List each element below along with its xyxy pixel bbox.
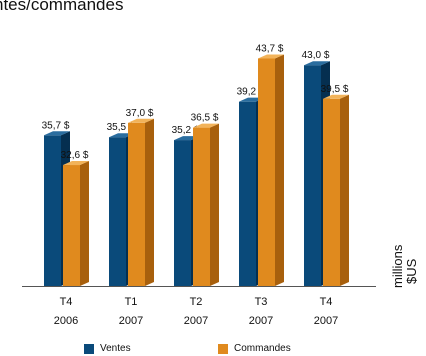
bar-commandes-0 <box>63 165 80 286</box>
x-tick-label-0-line1: T4 <box>60 296 73 308</box>
bar-side-commandes-1 <box>145 118 154 286</box>
bar-top-commandes-2 <box>193 123 219 128</box>
legend-ventes: Ventes <box>84 343 131 354</box>
bar-top-ventes-0 <box>44 131 70 136</box>
bar-ventes-2 <box>174 140 191 286</box>
bar-ventes-0 <box>44 135 61 286</box>
data-label-ventes-4: 43,0 $ <box>302 50 330 61</box>
bar-ventes-1 <box>109 137 126 286</box>
x-tick-label-1-line2: 2007 <box>119 315 143 327</box>
bar-top-commandes-1 <box>128 118 154 123</box>
legend-label-commandes: Commandes <box>234 343 291 354</box>
x-tick-label-4-line2: 2007 <box>314 315 338 327</box>
data-label-commandes-4: 39,5 $ <box>321 84 349 95</box>
bar-side-commandes-0 <box>80 161 89 286</box>
data-label-commandes-0: 32,6 $ <box>61 150 89 161</box>
bar-ventes-4 <box>304 65 321 286</box>
data-label-ventes-3: 39,2 $ <box>237 87 265 98</box>
legend-swatch-ventes <box>84 343 94 354</box>
data-label-commandes-3: 43,7 $ <box>256 43 284 54</box>
bar-commandes-3 <box>258 58 275 287</box>
bar-top-commandes-0 <box>63 161 89 166</box>
x-tick-label-3-line1: T3 <box>255 296 268 308</box>
data-label-ventes-0: 35,7 $ <box>42 120 70 131</box>
bar-commandes-4 <box>323 98 340 286</box>
x-tick-label-1-line1: T1 <box>125 296 138 308</box>
bar-top-commandes-4 <box>323 94 349 99</box>
x-tick-label-4-line1: T4 <box>320 296 333 308</box>
bar-side-commandes-4 <box>340 94 349 286</box>
unit-label-usd: $US <box>404 258 419 284</box>
bar-top-ventes-4 <box>304 61 330 66</box>
x-tick-label-0-line2: 2006 <box>54 315 78 327</box>
data-label-ventes-2: 35,2 $ <box>172 125 200 136</box>
legend-label-ventes: Ventes <box>100 343 131 354</box>
x-tick-label-2-line2: 2007 <box>184 315 208 327</box>
data-label-commandes-2: 36,5 $ <box>191 113 219 124</box>
bar-top-commandes-3 <box>258 54 284 59</box>
chart-title: ntes/commandes <box>0 0 124 14</box>
bar-side-commandes-2 <box>210 123 219 286</box>
bar-ventes-3 <box>239 101 256 287</box>
legend-commandes: Commandes <box>218 343 291 354</box>
bar-commandes-2 <box>193 127 210 286</box>
unit-label-millions: millions <box>390 244 405 288</box>
legend-swatch-commandes <box>218 343 228 354</box>
bar-side-commandes-3 <box>275 54 284 287</box>
x-tick-label-2-line1: T2 <box>190 296 203 308</box>
bar-commandes-1 <box>128 122 145 286</box>
data-label-commandes-1: 37,0 $ <box>126 108 154 119</box>
x-tick-label-3-line2: 2007 <box>249 315 273 327</box>
data-label-ventes-1: 35,5 $ <box>107 122 135 133</box>
